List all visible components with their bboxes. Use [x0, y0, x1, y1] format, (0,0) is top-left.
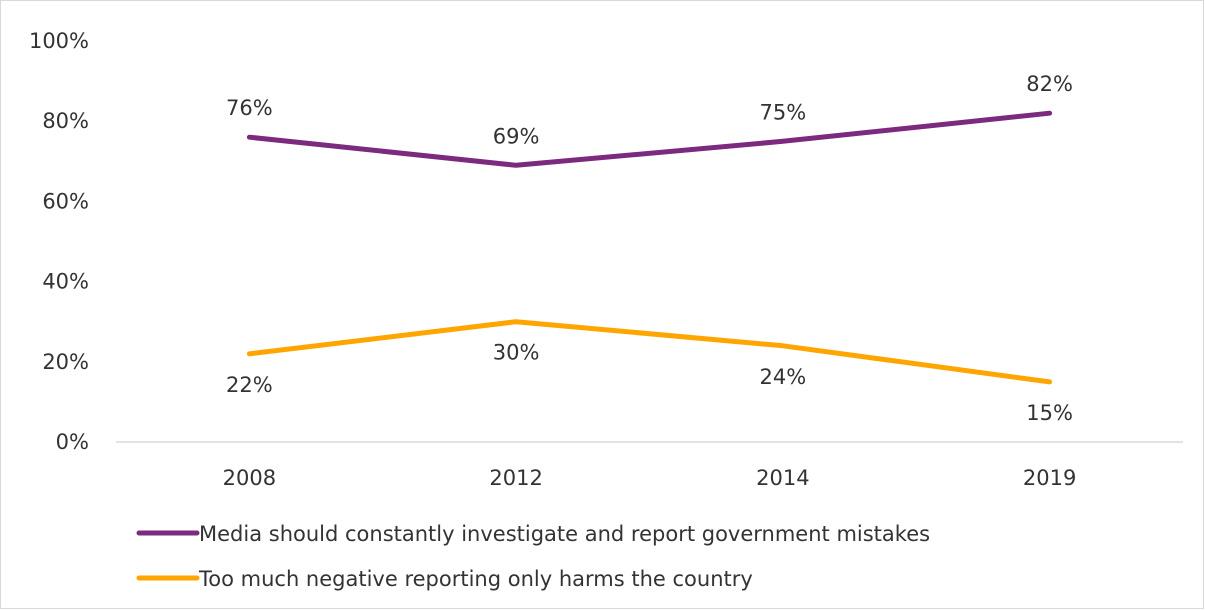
y-tick-label: 20%	[42, 350, 89, 374]
data-label: 69%	[493, 124, 540, 148]
y-axis-ticks: 0% 20% 40% 60% 80% 100%	[29, 29, 89, 454]
legend-label: Too much negative reporting only harms t…	[198, 567, 753, 591]
data-label: 24%	[760, 365, 807, 389]
y-tick-label: 100%	[29, 29, 89, 53]
y-tick-label: 40%	[42, 270, 89, 294]
y-tick-label: 60%	[42, 189, 89, 213]
x-tick-label: 2014	[756, 466, 809, 490]
y-tick-label: 80%	[42, 109, 89, 133]
legend-label: Media should constantly investigate and …	[199, 522, 930, 546]
legend: Media should constantly investigate and …	[136, 522, 930, 591]
x-tick-label: 2008	[223, 466, 276, 490]
series-line	[246, 110, 1053, 168]
x-tick-label: 2019	[1023, 466, 1076, 490]
data-label: 15%	[1026, 401, 1073, 425]
y-tick-label: 0%	[56, 430, 89, 454]
data-label: 75%	[760, 100, 807, 124]
data-label: 22%	[226, 373, 273, 397]
series-line	[246, 319, 1053, 385]
series-lines	[246, 110, 1053, 385]
x-tick-label: 2012	[489, 466, 542, 490]
data-label: 30%	[493, 341, 540, 365]
data-label: 82%	[1026, 72, 1073, 96]
x-axis-ticks: 2008 2012 2014 2019	[223, 466, 1077, 490]
data-labels: 76% 69% 75% 82% 22% 30% 24% 15%	[226, 72, 1073, 425]
data-label: 76%	[226, 96, 273, 120]
